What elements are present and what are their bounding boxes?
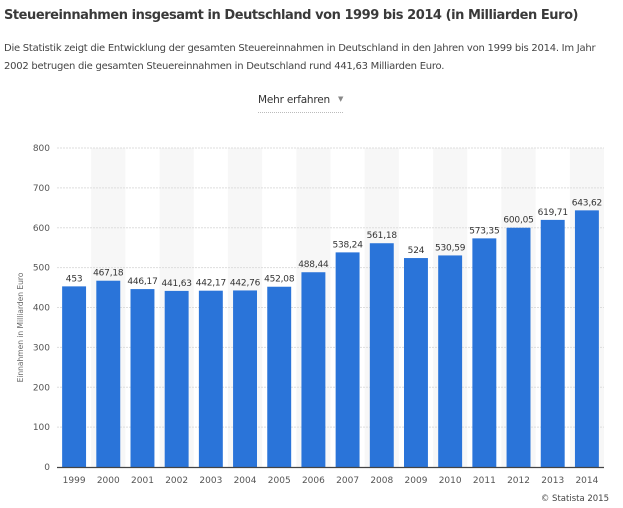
value-label: 538,24 [332, 240, 363, 250]
y-tick-labels: 0 100 200 300 400 500 600 700 800 [33, 144, 50, 473]
value-label: 600,05 [503, 216, 533, 226]
bar [198, 290, 223, 467]
bar [130, 289, 155, 467]
y-axis-label: Einnahmen in Milliarden Euro [16, 272, 25, 382]
bar [540, 219, 565, 467]
bar [574, 210, 599, 468]
x-tick-label: 2001 [131, 476, 154, 486]
value-label: 452,08 [264, 275, 295, 285]
value-label: 524 [408, 246, 425, 256]
page-title: Steuereinnahmen insgesamt in Deutschland… [4, 8, 579, 23]
value-label: 619,71 [538, 208, 568, 218]
bar [96, 280, 121, 467]
value-label: 530,59 [435, 243, 466, 253]
more-info-button[interactable]: Mehr erfahren ▼ [258, 94, 343, 113]
value-label: 643,62 [572, 198, 602, 208]
x-tick-label: 2004 [234, 476, 257, 486]
x-tick-labels: 1999 2000 2001 2002 2003 2004 2005 2006 2007 2008… [63, 476, 599, 486]
bars [62, 210, 599, 468]
bar [233, 290, 257, 467]
y-tick-label: 800 [33, 144, 50, 154]
x-tick-label: 2012 [507, 476, 530, 486]
caret-down-icon: ▼ [338, 95, 344, 103]
y-tick-label: 400 [33, 304, 50, 314]
y-tick-label: 200 [33, 383, 50, 393]
y-tick-label: 100 [33, 423, 50, 433]
x-tick-label: 2007 [336, 476, 359, 486]
value-label: 453 [66, 274, 83, 284]
y-tick-label: 500 [33, 264, 50, 274]
value-label: 561,18 [367, 231, 398, 241]
more-info-label: Mehr erfahren [258, 94, 330, 106]
value-label: 573,35 [469, 226, 499, 236]
value-label: 446,17 [127, 277, 157, 287]
bar [62, 286, 87, 467]
x-tick-label: 2006 [302, 476, 325, 486]
x-tick-label: 2003 [199, 476, 222, 486]
value-label: 441,63 [162, 279, 192, 289]
x-tick-label: 2014 [575, 476, 598, 486]
bar [438, 255, 463, 467]
value-label: 467,18 [93, 269, 124, 279]
x-tick-label: 2013 [541, 476, 564, 486]
x-tick-label: 2000 [97, 476, 120, 486]
bar [506, 227, 531, 467]
bar [267, 286, 292, 467]
y-tick-label: 600 [33, 224, 50, 234]
bar [472, 238, 497, 467]
bar [164, 290, 189, 467]
y-tick-label: 300 [33, 343, 50, 353]
description: Die Statistik zeigt die Entwicklung der … [4, 43, 596, 72]
value-label: 488,44 [298, 260, 329, 270]
x-tick-label: 2011 [473, 476, 496, 486]
value-label: 442,76 [230, 278, 261, 288]
y-tick-label: 700 [33, 184, 50, 194]
y-tick-label: 0 [44, 463, 50, 473]
bar [301, 272, 326, 467]
x-tick-label: 2002 [165, 476, 188, 486]
x-tick-label: 2010 [439, 476, 462, 486]
bar [369, 243, 394, 467]
value-label: 442,17 [196, 279, 226, 289]
bar [335, 252, 360, 467]
bar [404, 258, 428, 467]
statista-credit: © Statista 2015 [540, 494, 609, 504]
x-tick-label: 1999 [63, 476, 86, 486]
x-tick-label: 2005 [268, 476, 291, 486]
x-tick-label: 2008 [370, 476, 393, 486]
x-tick-label: 2009 [405, 476, 428, 486]
